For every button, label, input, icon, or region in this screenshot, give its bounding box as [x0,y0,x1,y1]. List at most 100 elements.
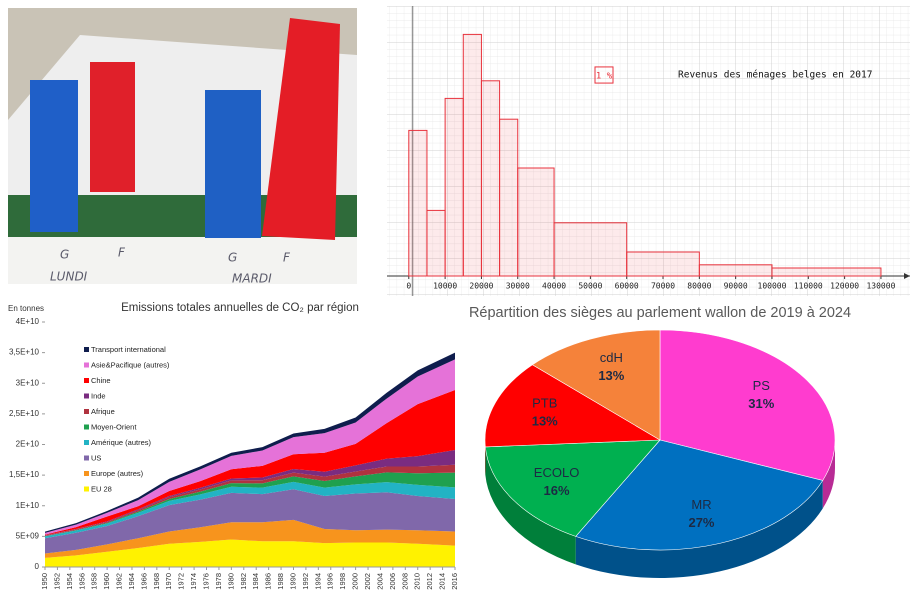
x-tick-label: 1986 [264,573,273,590]
legend-label: Europe (autres) [91,469,144,478]
x-tick-label: 1974 [189,573,198,590]
slice-label: cdH [600,350,623,365]
bar [445,98,463,276]
legend-swatch [84,394,89,399]
x-tick-label: 120000 [830,282,859,291]
x-tick-label: 1954 [65,573,74,590]
y-tick-label: 0 [35,562,40,571]
legend-swatch [84,440,89,445]
x-tick-label: 110000 [794,282,823,291]
bar [427,210,445,276]
y-tick-label: 2E+10 [16,440,40,449]
x-tick-label: 1952 [52,573,61,590]
lego-blue [30,80,78,232]
x-tick-label: 1998 [338,573,347,590]
x-tick-label: 1964 [127,573,136,590]
x-tick-label: 100000 [758,282,787,291]
x-tick-label: 1970 [164,573,173,590]
x-tick-label: 2002 [363,573,372,590]
legend-label: Transport international [91,345,166,354]
legend-label: Inde [91,391,106,400]
x-tick-label: 2010 [413,573,422,590]
y-tick-label: 1,5E+10 [9,470,40,479]
x-tick-label: 130000 [866,282,895,291]
slice-value-label: 13% [532,414,558,429]
legend-label: Asie&Pacifique (autres) [91,360,170,369]
legend-swatch [84,347,89,352]
legend-swatch [84,487,89,492]
bar [409,130,427,276]
legend-swatch [84,378,89,383]
bar [518,168,554,276]
slice-value-label: 31% [748,396,774,411]
slice-label: ECOLO [534,465,580,480]
y-tick-label: 2,5E+10 [9,409,40,418]
legend-label: Afrique [91,407,115,416]
slice-value-label: 16% [544,483,570,498]
slice-value-label: 13% [598,368,624,383]
slice-label: PTB [532,396,557,411]
photo-label: F [283,251,291,265]
legend-label: US [91,453,101,462]
x-tick-label: 2000 [351,573,360,590]
x-tick-label: 1996 [326,573,335,590]
y-tick-label: 5E+09 [16,531,40,540]
y-axis-label: En tonnes [8,304,44,313]
bar [699,265,772,276]
photo-label: MARDI [232,272,272,286]
photo-label: G [60,248,69,262]
x-tick-label: 2004 [375,573,384,590]
x-tick-label: 1982 [239,573,248,590]
x-tick-label: 20000 [469,282,493,291]
x-tick-label: 80000 [687,282,711,291]
x-tick-label: 40000 [542,282,566,291]
legend-swatch [84,409,89,414]
chart-title: Emissions totales annuelles de CO₂ par r… [121,302,359,314]
legend-label: EU 28 [91,484,112,493]
x-tick-label: 1988 [276,573,285,590]
bar [627,252,700,276]
chart-title: Revenus des ménages belges en 2017 [678,70,872,81]
x-tick-label: 1990 [288,573,297,590]
legend-label: Moyen-Orient [91,422,137,431]
x-tick-label: 30000 [506,282,530,291]
x-tick-label: 1956 [77,573,86,590]
bar [500,119,518,276]
x-tick-label: 0 [406,282,411,291]
area-key-label: 1 % [596,72,613,82]
legend-label: Amérique (autres) [91,438,152,447]
bar [772,268,881,276]
x-tick-label: 2012 [425,573,434,590]
x-tick-label: 1966 [139,573,148,590]
x-tick-label: 1958 [90,573,99,590]
slice-label: PS [753,378,771,393]
slice-label: MR [691,497,711,512]
x-tick-label: 90000 [724,282,748,291]
x-tick-label: 1994 [313,573,322,590]
chart-title: Répartition des sièges au parlement wall… [469,305,851,321]
x-tick-label: 2014 [438,573,447,590]
legend-swatch [84,425,89,430]
y-tick-label: 4E+10 [16,317,40,326]
x-tick-label: 60000 [615,282,639,291]
x-tick-label: 2006 [388,573,397,590]
lego-blue [205,90,261,238]
x-tick-label: 1960 [102,573,111,590]
slice-value-label: 27% [688,515,714,530]
x-tick-label: 1972 [177,573,186,590]
x-tick-label: 70000 [651,282,675,291]
x-tick-label: 1992 [301,573,310,590]
x-tick-label: 50000 [578,282,602,291]
photo-label: G [228,251,237,265]
legend-swatch [84,363,89,368]
bar [463,34,481,276]
x-tick-label: 2016 [450,573,459,590]
lego-red [90,62,135,192]
bar [481,81,499,276]
x-tick-label: 1984 [251,573,260,590]
x-tick-label: 1962 [115,573,124,590]
x-tick-label: 1978 [214,573,223,590]
legend-swatch [84,456,89,461]
